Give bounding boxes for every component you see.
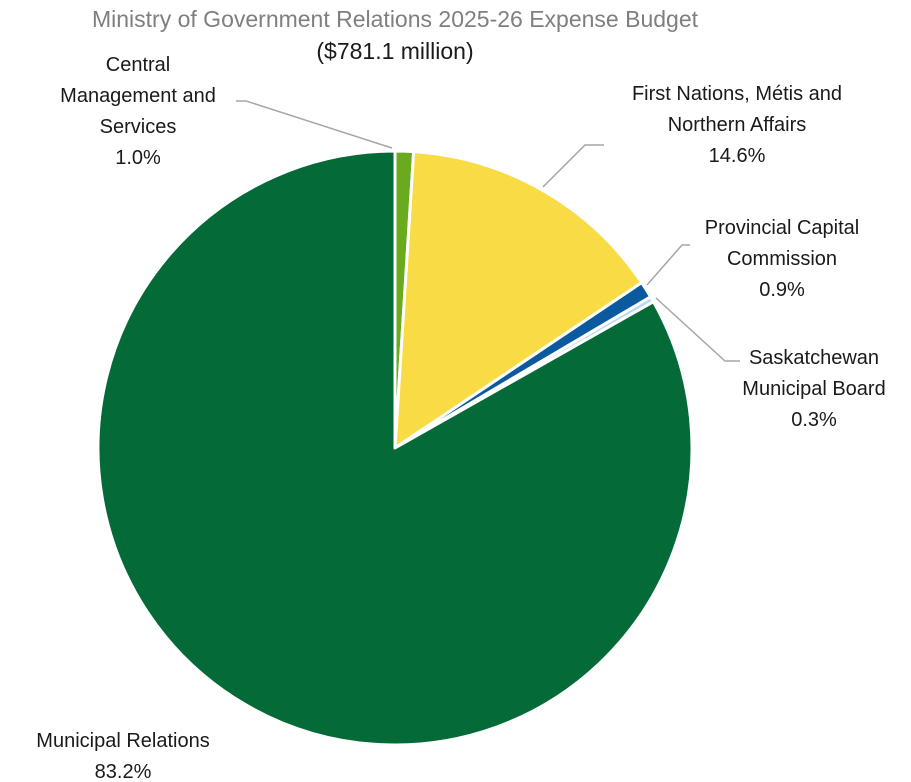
pie-slice-4 <box>96 149 694 747</box>
slice-value-label: 83.2% <box>95 761 152 782</box>
slice-value-label: 14.6% <box>709 145 766 167</box>
slice-label-1: First Nations, Métis and Northern Affairs… <box>632 83 842 167</box>
chart-subtitle: ($781.1 million) <box>316 38 473 64</box>
leader-lines <box>236 100 740 362</box>
slice-name-line: Services <box>100 116 177 138</box>
leader-line-0 <box>236 100 393 149</box>
slice-name-line: Saskatchewan <box>749 347 879 369</box>
slice-name-line: Management and <box>60 85 216 107</box>
slice-name-line: Municipal Board <box>742 378 885 400</box>
slice-label-2: Provincial Capital Commission 0.9% <box>705 217 860 301</box>
slice-label-3: Saskatchewan Municipal Board 0.3% <box>742 347 885 431</box>
slice-name-line: Municipal Relations <box>36 730 209 752</box>
slice-name-line: Commission <box>727 248 837 270</box>
slice-name-line: Provincial Capital <box>705 217 860 239</box>
slice-label-0: Central Management and Services 1.0% <box>60 54 216 169</box>
slice-name-line: First Nations, Métis and <box>632 83 842 105</box>
pie-slices <box>96 149 694 747</box>
pie-slice-1 <box>393 150 644 450</box>
chart-title: Ministry of Government Relations 2025-26… <box>92 6 699 32</box>
leader-line-2 <box>646 244 690 286</box>
slice-labels: Central Management and Services 1.0% First N… <box>36 54 885 782</box>
slice-name-line: Northern Affairs <box>668 114 807 136</box>
slice-name-line: Central <box>106 54 170 76</box>
slice-value-label: 0.9% <box>759 279 805 301</box>
leader-line-1 <box>542 144 604 188</box>
slice-label-4: Municipal Relations 83.2% <box>36 730 209 782</box>
slice-value-label: 0.3% <box>791 409 837 431</box>
slice-value-label: 1.0% <box>115 147 161 169</box>
leader-line-3 <box>655 297 740 362</box>
